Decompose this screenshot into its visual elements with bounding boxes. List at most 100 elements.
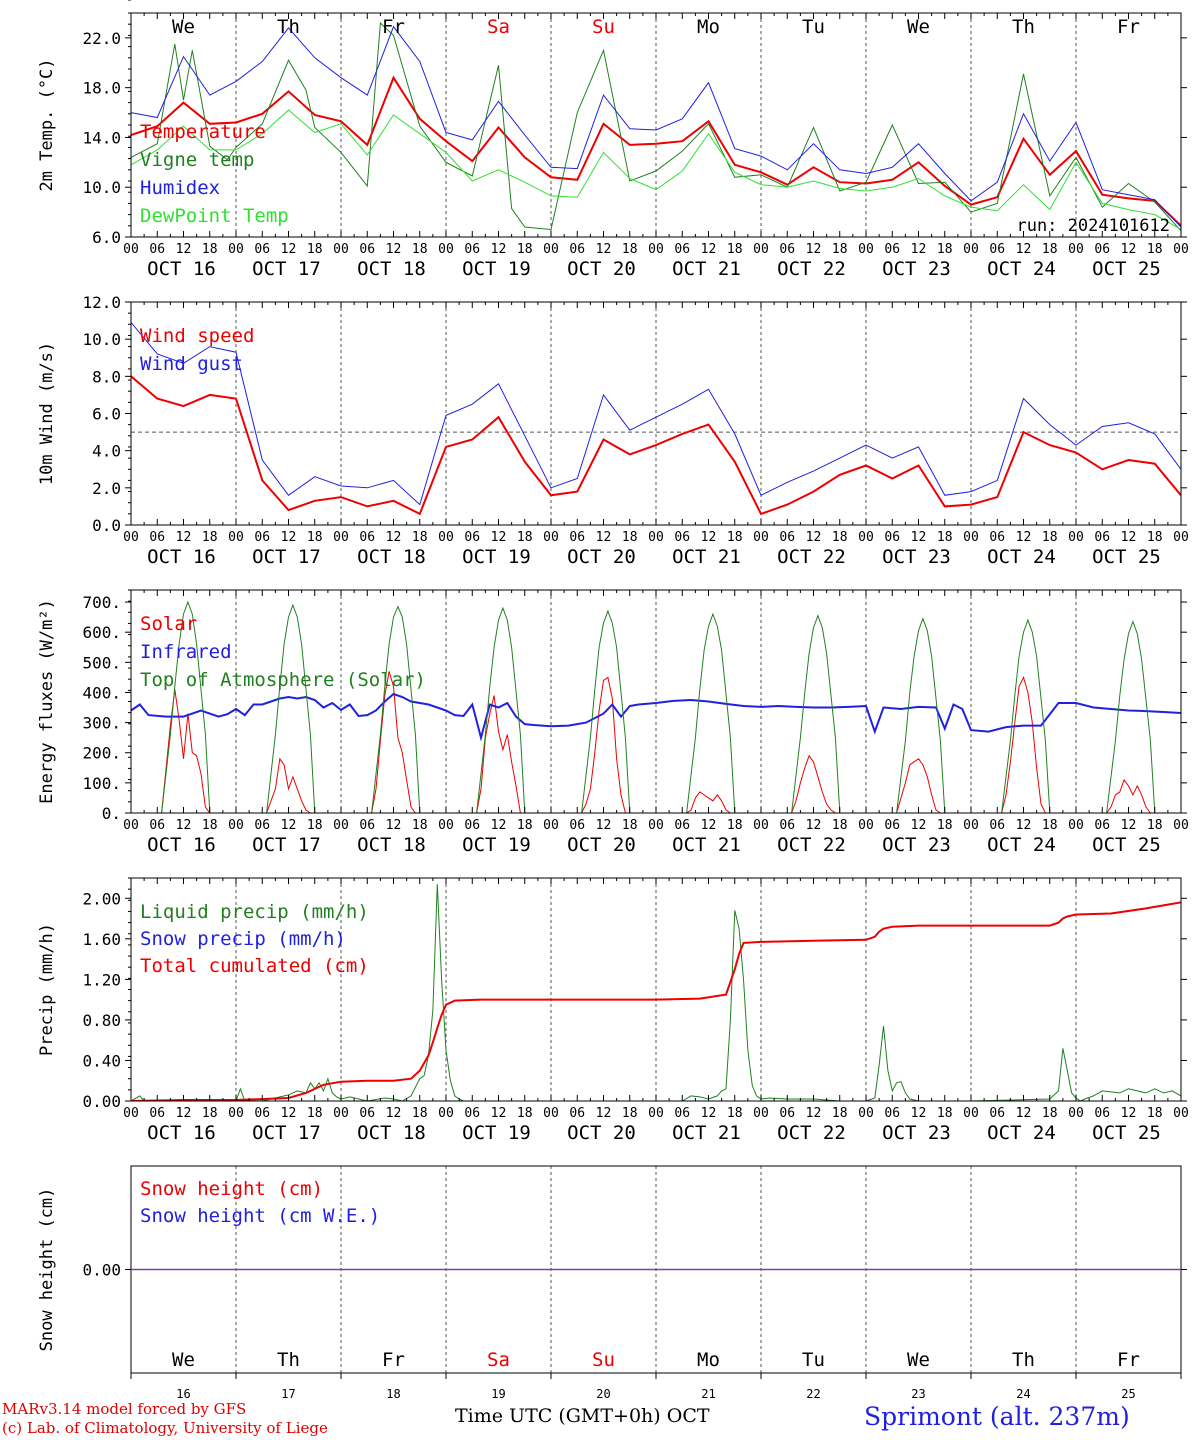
hour-tick-label: 12: [806, 818, 822, 833]
hour-tick-label: 18: [832, 1106, 848, 1121]
date-label: OCT 24: [987, 258, 1056, 280]
hour-tick-label: 12: [491, 530, 507, 545]
legend-entry: Top of Atmosphere (Solar): [140, 669, 426, 691]
hour-tick-label: 12: [1121, 242, 1137, 257]
date-label: OCT 23: [882, 1122, 951, 1144]
date-label: OCT 20: [567, 546, 636, 568]
legend-entry: Solar: [140, 613, 197, 635]
legend-entry: Total cumulated (cm): [140, 955, 369, 977]
y-tick-label: 100.: [82, 774, 121, 793]
y-axis-label: 2m Temp. (°C): [37, 58, 57, 191]
legend-entry: Wind speed: [140, 325, 254, 347]
series-line-energy-2: [131, 600, 1181, 813]
y-tick-label: 200.: [82, 744, 121, 763]
y-tick-label: 500.: [82, 653, 121, 672]
hour-tick-label: 00: [333, 818, 349, 833]
date-label: OCT 16: [147, 546, 216, 568]
hour-tick-label: 12: [281, 818, 297, 833]
day-number-label: 19: [491, 1387, 505, 1401]
date-label: OCT 24: [987, 546, 1056, 568]
date-label: OCT 16: [147, 258, 216, 280]
hour-tick-label: 12: [911, 1106, 927, 1121]
hour-tick-label: 12: [281, 530, 297, 545]
y-tick-label: 18.0: [82, 79, 121, 98]
day-number-label: 16: [176, 1387, 190, 1401]
legend-entry: Snow height (cm W.E.): [140, 1205, 380, 1227]
hour-tick-label: 00: [1068, 242, 1084, 257]
weekday-label: We: [907, 16, 930, 38]
hour-tick-label: 18: [1042, 530, 1058, 545]
legend-entry: DewPoint Temp: [140, 205, 289, 227]
hour-tick-label: 00: [543, 530, 559, 545]
hour-tick-label: 00: [438, 242, 454, 257]
y-tick-label: 1.60: [82, 930, 121, 949]
weekday-label: Sa: [487, 16, 510, 38]
hour-tick-label: 00: [543, 1106, 559, 1121]
weekday-label: Th: [277, 16, 300, 38]
hour-tick-label: 00: [123, 242, 139, 257]
hour-tick-label: 12: [176, 242, 192, 257]
hour-tick-label: 06: [1094, 530, 1110, 545]
hour-tick-label: 18: [832, 818, 848, 833]
hour-tick-label: 18: [1042, 818, 1058, 833]
hour-tick-label: 18: [517, 1106, 533, 1121]
hour-tick-label: 18: [1042, 1106, 1058, 1121]
hour-tick-label: 00: [1173, 818, 1189, 833]
legend-entry: Vigne temp: [140, 149, 254, 171]
hour-tick-label: 06: [359, 242, 375, 257]
date-label: OCT 19: [462, 258, 531, 280]
hour-tick-label: 12: [911, 242, 927, 257]
hour-tick-label: 06: [149, 818, 165, 833]
hour-tick-label: 06: [884, 242, 900, 257]
hour-tick-label: 18: [727, 1106, 743, 1121]
hour-tick-label: 18: [412, 242, 428, 257]
day-number-label: 17: [281, 1387, 295, 1401]
date-label: OCT 25: [1092, 546, 1161, 568]
hour-tick-label: 12: [386, 242, 402, 257]
hour-tick-label: 18: [1147, 1106, 1163, 1121]
weekday-label: Fr: [1117, 16, 1140, 38]
date-label: OCT 22: [777, 834, 846, 856]
hour-tick-label: 00: [753, 1106, 769, 1121]
y-tick-label: 700.: [82, 593, 121, 612]
hour-tick-label: 00: [963, 530, 979, 545]
y-tick-label: 12.0: [82, 293, 121, 312]
hour-tick-label: 00: [1068, 818, 1084, 833]
date-label: OCT 18: [357, 258, 426, 280]
y-tick-label: 22.0: [82, 29, 121, 48]
hour-tick-label: 06: [464, 1106, 480, 1121]
hour-tick-label: 18: [202, 1106, 218, 1121]
y-tick-label: 0.0: [92, 516, 121, 535]
hour-tick-label: 12: [1016, 818, 1032, 833]
legend-entry: Temperature: [140, 121, 266, 143]
panel-frame: [130, 589, 1182, 814]
hour-tick-label: 12: [176, 530, 192, 545]
date-label: OCT 22: [777, 1122, 846, 1144]
hour-tick-label: 12: [701, 818, 717, 833]
hour-tick-label: 06: [359, 1106, 375, 1121]
hour-tick-label: 12: [1121, 818, 1137, 833]
date-label: OCT 20: [567, 1122, 636, 1144]
date-label: OCT 18: [357, 834, 426, 856]
hour-tick-label: 18: [307, 818, 323, 833]
hour-tick-label: 00: [228, 1106, 244, 1121]
date-label: OCT 16: [147, 1122, 216, 1144]
legend-entry: Snow height (cm): [140, 1178, 323, 1200]
hour-tick-label: 00: [333, 242, 349, 257]
date-label: OCT 20: [567, 258, 636, 280]
hour-tick-label: 12: [176, 1106, 192, 1121]
hour-tick-label: 18: [727, 818, 743, 833]
hour-tick-label: 00: [438, 1106, 454, 1121]
weekday-label-bottom: Fr: [382, 1349, 405, 1371]
y-tick-label: 2.00: [82, 889, 121, 908]
hour-tick-label: 06: [464, 530, 480, 545]
y-tick-label: 0.: [102, 804, 121, 823]
hour-tick-label: 12: [491, 1106, 507, 1121]
hour-tick-label: 06: [569, 530, 585, 545]
hour-tick-label: 18: [412, 1106, 428, 1121]
x-axis-label: Time UTC (GMT+0h): [455, 1405, 661, 1427]
hour-tick-label: 00: [648, 530, 664, 545]
hour-tick-label: 00: [858, 242, 874, 257]
hour-tick-label: 18: [622, 818, 638, 833]
y-tick-label: 0.80: [82, 1011, 121, 1030]
